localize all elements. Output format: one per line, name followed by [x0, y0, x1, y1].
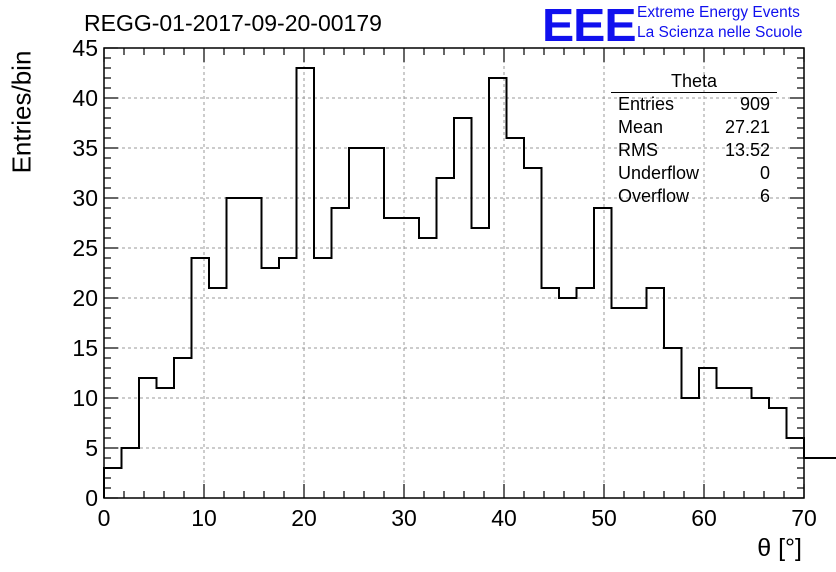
- x-axis-label: θ [°]: [757, 534, 802, 562]
- x-tick-label: 60: [691, 505, 717, 531]
- y-tick-label: 40: [72, 85, 98, 111]
- y-tick-label: 30: [72, 185, 98, 211]
- logo-text-line1: Extreme Energy Events: [637, 4, 800, 21]
- y-tick-label: 20: [72, 285, 98, 311]
- y-tick-label: 35: [72, 135, 98, 161]
- y-tick-label: 45: [72, 35, 98, 61]
- x-tick-label: 40: [491, 505, 517, 531]
- logo-text-line2: La Scienza nelle Scuole: [637, 24, 803, 41]
- x-tick-label: 30: [391, 505, 417, 531]
- stats-value: 6: [759, 186, 770, 206]
- stats-label: Entries: [618, 94, 675, 114]
- stats-value: 909: [739, 94, 770, 114]
- stats-row-mean: Mean 27.21: [611, 116, 777, 139]
- stats-value: 27.21: [724, 117, 770, 137]
- x-tick-label: 10: [191, 505, 217, 531]
- stats-box: Theta Entries 909 Mean 27.21 RMS 13.52 U…: [611, 70, 777, 208]
- stats-row-entries: Entries 909: [611, 93, 777, 116]
- eee-logo: EEE: [542, 0, 637, 51]
- chart-title: REGG-01-2017-09-20-00179: [84, 10, 382, 36]
- stats-value: 0: [759, 163, 770, 183]
- stats-row-overflow: Overflow 6: [611, 185, 777, 208]
- histogram-line: [103, 67, 836, 498]
- stats-label: Overflow: [618, 186, 690, 206]
- stats-label: Mean: [618, 117, 664, 137]
- plot-frame: [103, 47, 805, 499]
- x-tick-label: 20: [291, 505, 317, 531]
- x-tick-label: 70: [791, 505, 817, 531]
- y-tick-label: 25: [72, 235, 98, 261]
- stats-label: Underflow: [618, 163, 700, 183]
- stats-label: RMS: [618, 140, 658, 160]
- y-tick-label: 10: [72, 385, 98, 411]
- y-tick-label: 5: [85, 435, 98, 461]
- stats-row-underflow: Underflow 0: [611, 162, 777, 185]
- stats-title: Theta: [611, 70, 777, 93]
- x-tick-label: 0: [98, 505, 111, 531]
- y-axis-label: Entries/bin: [6, 50, 37, 174]
- stats-row-rms: RMS 13.52: [611, 139, 777, 162]
- x-tick-label: 50: [591, 505, 617, 531]
- y-tick-label: 0: [85, 485, 98, 511]
- stats-value: 13.52: [724, 140, 770, 160]
- y-tick-label: 15: [72, 335, 98, 361]
